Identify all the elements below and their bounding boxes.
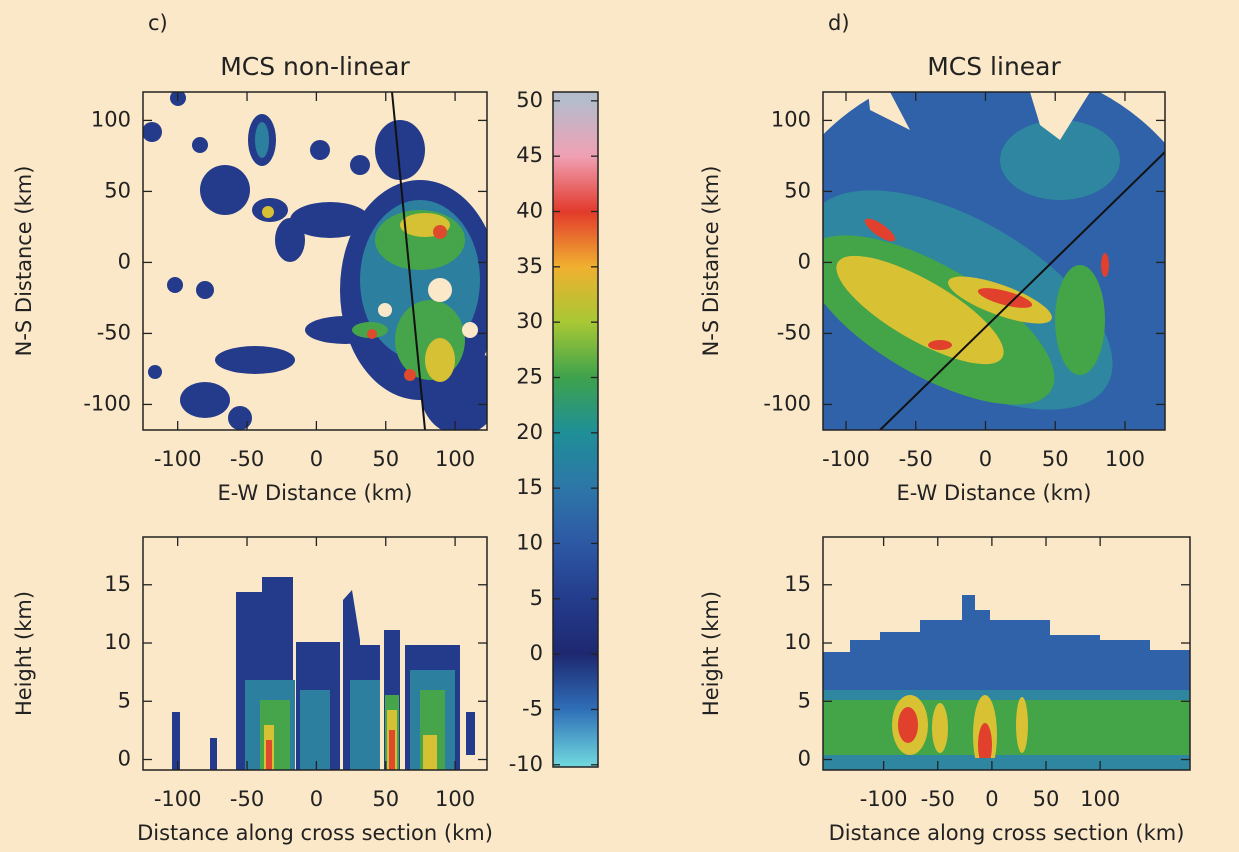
chart-title: MCS non-linear — [220, 52, 410, 81]
x-axis-label: Distance along cross section (km) — [829, 821, 1185, 845]
x-tick-label: 50 — [372, 787, 399, 811]
x-tick-label: -100 — [860, 787, 908, 811]
y-tick-label: 10 — [784, 630, 811, 654]
x-tick-label: -100 — [154, 447, 202, 471]
y-axis-label: Height (km) — [699, 591, 723, 716]
y-tick-label: 0 — [798, 747, 811, 771]
y-tick-label: 5 — [798, 688, 811, 712]
x-tick-label: -100 — [822, 447, 870, 471]
x-tick-label: -100 — [154, 787, 202, 811]
x-tick-label: 0 — [310, 787, 323, 811]
y-tick-label: 15 — [516, 475, 543, 499]
x-tick-label: -50 — [899, 447, 933, 471]
y-tick-label: -100 — [763, 391, 811, 415]
y-tick-label: -10 — [509, 752, 543, 776]
y-tick-label: 10 — [104, 630, 131, 654]
radar-field — [143, 92, 487, 430]
x-tick-label: 100 — [1080, 787, 1120, 811]
y-tick-label: 25 — [516, 364, 543, 388]
y-tick-label: -5 — [522, 696, 543, 720]
x-axis-label: E-W Distance (km) — [897, 481, 1092, 505]
y-tick-label: 30 — [516, 309, 543, 333]
x-tick-label: 0 — [985, 787, 998, 811]
radar-field — [823, 595, 1190, 770]
y-tick-label: -100 — [83, 391, 131, 415]
y-axis-label: N-S Distance (km) — [12, 166, 36, 357]
radar-field — [823, 92, 1165, 430]
colorbar — [553, 92, 598, 767]
y-tick-label: 10 — [516, 530, 543, 554]
y-tick-label: -50 — [97, 320, 131, 344]
y-tick-label: 0 — [118, 249, 131, 273]
y-tick-label: 50 — [104, 178, 131, 202]
colorbar-frame — [552, 91, 599, 768]
y-tick-label: 20 — [516, 420, 543, 444]
y-tick-label: 5 — [118, 688, 131, 712]
radar-field — [172, 577, 475, 770]
x-tick-label: 100 — [435, 787, 475, 811]
plot-frame — [822, 91, 1166, 431]
x-tick-label: 0 — [979, 447, 992, 471]
y-tick-label: 50 — [516, 88, 543, 112]
x-axis-label: Distance along cross section (km) — [137, 821, 493, 845]
plot-frame — [142, 91, 488, 431]
plot-frame — [822, 536, 1191, 771]
x-tick-label: 50 — [1042, 447, 1069, 471]
y-tick-label: 5 — [530, 586, 543, 610]
chart-title: MCS linear — [927, 52, 1061, 81]
y-tick-label: 0 — [530, 641, 543, 665]
y-tick-label: 100 — [91, 107, 131, 131]
x-tick-label: -50 — [230, 787, 264, 811]
y-tick-label: 15 — [784, 572, 811, 596]
x-tick-label: -50 — [921, 787, 955, 811]
panel-label: d) — [828, 11, 850, 35]
plot-frame — [142, 536, 488, 771]
x-tick-label: 100 — [1105, 447, 1145, 471]
y-tick-label: -50 — [777, 320, 811, 344]
y-tick-label: 100 — [771, 107, 811, 131]
x-tick-label: -50 — [230, 447, 264, 471]
y-tick-label: 45 — [516, 143, 543, 167]
y-axis-label: Height (km) — [12, 591, 36, 716]
y-tick-label: 40 — [516, 199, 543, 223]
x-tick-label: 0 — [310, 447, 323, 471]
x-tick-label: 100 — [435, 447, 475, 471]
y-tick-label: 15 — [104, 572, 131, 596]
x-tick-label: 50 — [372, 447, 399, 471]
y-axis-label: N-S Distance (km) — [699, 166, 723, 357]
y-tick-label: 0 — [118, 747, 131, 771]
x-axis-label: E-W Distance (km) — [218, 481, 413, 505]
y-tick-label: 0 — [798, 249, 811, 273]
y-tick-label: 50 — [784, 178, 811, 202]
panel-label: c) — [148, 11, 168, 35]
x-tick-label: 50 — [1033, 787, 1060, 811]
y-tick-label: 35 — [516, 254, 543, 278]
